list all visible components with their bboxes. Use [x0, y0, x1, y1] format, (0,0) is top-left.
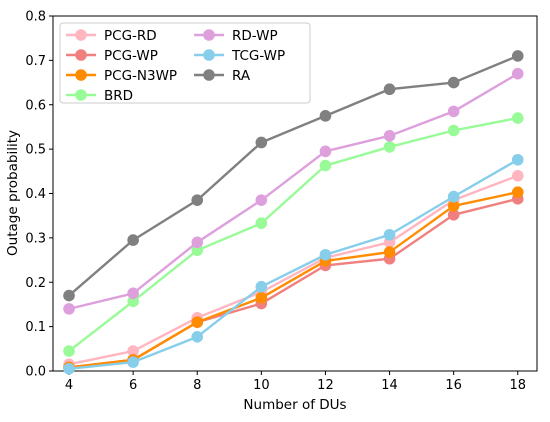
legend-swatch-marker — [75, 89, 87, 101]
legend-item-ra: RA — [194, 68, 251, 84]
data-point-tcg-wp — [447, 190, 460, 203]
y-axis-ticks: 0.0 0.1 0.2 0.3 0.4 0.5 0.6 0.7 0.8 — [25, 10, 53, 380]
legend-label: PCG-N3WP — [104, 68, 177, 84]
legend-label: BRD — [104, 88, 133, 104]
series-line-ra — [67, 54, 519, 297]
data-point-pcg-n3wp — [511, 186, 524, 198]
legend-item-pcg-wp: PCG-WP — [66, 48, 158, 64]
series-ra — [63, 50, 524, 302]
data-point-rd-wp — [383, 130, 396, 142]
series-line-brd — [67, 116, 519, 353]
data-point-ra — [383, 83, 396, 96]
series-pcg-n3wp — [63, 186, 524, 374]
x-axis-ticks: 4 6 8 10 12 14 16 18 — [65, 371, 526, 393]
y-tick-label: 0.6 — [25, 98, 46, 113]
data-point-ra — [191, 194, 204, 206]
y-tick-label: 0.8 — [25, 10, 46, 25]
data-point-tcg-wp — [63, 362, 75, 375]
data-point-rd-wp — [63, 303, 75, 315]
x-tick-label: 18 — [509, 378, 526, 393]
x-tick-label: 14 — [381, 378, 398, 393]
data-point-ra — [319, 110, 332, 122]
legend-label: RA — [232, 68, 251, 84]
data-point-tcg-wp — [319, 248, 332, 261]
x-tick-label: 16 — [445, 378, 462, 393]
y-tick-label: 0.0 — [25, 365, 46, 380]
y-tick-label: 0.3 — [25, 231, 46, 246]
data-point-ra — [63, 289, 75, 302]
series-tcg-wp — [63, 153, 524, 375]
data-point-brd — [63, 345, 75, 357]
x-tick-label: 12 — [317, 378, 334, 393]
data-point-tcg-wp — [255, 280, 268, 293]
data-point-ra — [255, 136, 268, 149]
y-axis-label: Outage probability — [5, 130, 21, 256]
legend-label: RD-WP — [232, 28, 278, 44]
x-tick-label: 4 — [65, 378, 73, 393]
legend-swatch-marker — [203, 29, 215, 41]
series-line-pcg-n3wp — [67, 190, 519, 369]
legend-item-tcg-wp: TCG-WP — [194, 48, 285, 64]
data-point-pcg-rd — [511, 169, 524, 182]
legend-label: PCG-WP — [104, 48, 158, 64]
series-layer — [63, 50, 524, 375]
legend-swatch-marker — [203, 69, 215, 81]
data-point-tcg-wp — [383, 228, 396, 241]
x-tick-label: 10 — [253, 378, 270, 393]
data-point-brd — [127, 295, 139, 308]
legend-label: PCG-RD — [104, 28, 157, 44]
legend: PCG-RD PCG-WP PCG-N3WP BRD RD-WP TCG-WP RA — [59, 22, 311, 104]
legend-label: TCG-WP — [231, 48, 285, 64]
data-point-brd — [319, 159, 332, 172]
data-point-brd — [447, 124, 460, 137]
data-point-ra — [127, 234, 139, 246]
y-tick-label: 0.7 — [25, 54, 46, 69]
series-brd — [63, 112, 524, 357]
series-line-rd-wp — [67, 72, 519, 311]
x-tick-label: 8 — [193, 378, 201, 393]
legend-item-pcg-rd: PCG-RD — [66, 28, 157, 44]
data-point-rd-wp — [127, 287, 139, 300]
data-point-tcg-wp — [191, 331, 204, 343]
legend-item-rd-wp: RD-WP — [194, 28, 278, 44]
data-point-rd-wp — [319, 145, 332, 158]
series-rd-wp — [63, 67, 524, 315]
series-line-pcg-rd — [67, 174, 519, 366]
legend-frame — [59, 22, 311, 104]
data-point-brd — [191, 244, 204, 257]
legend-swatch-marker — [75, 69, 87, 81]
series-line-tcg-wp — [67, 158, 519, 370]
data-point-rd-wp — [447, 105, 460, 118]
data-point-ra — [447, 76, 460, 89]
data-point-ra — [511, 50, 524, 62]
data-point-pcg-n3wp — [447, 200, 460, 212]
data-point-pcg-n3wp — [383, 246, 396, 258]
legend-swatch-marker — [203, 49, 215, 61]
data-point-rd-wp — [191, 236, 204, 249]
y-tick-label: 0.2 — [25, 276, 46, 291]
data-point-rd-wp — [511, 67, 524, 80]
data-point-pcg-n3wp — [191, 316, 204, 328]
legend-item-brd: BRD — [66, 88, 133, 104]
data-point-tcg-wp — [511, 153, 524, 166]
data-point-brd — [511, 112, 524, 124]
data-point-rd-wp — [255, 194, 268, 206]
data-point-pcg-rd — [127, 345, 139, 357]
data-point-brd — [255, 217, 268, 230]
legend-swatch-marker — [75, 29, 87, 41]
y-tick-label: 0.5 — [25, 143, 46, 158]
data-point-brd — [383, 141, 396, 153]
data-point-pcg-wp — [447, 209, 460, 221]
data-point-tcg-wp — [127, 356, 139, 368]
data-point-pcg-n3wp — [255, 291, 268, 304]
x-tick-label: 6 — [129, 378, 137, 393]
legend-swatch-marker — [75, 49, 87, 61]
x-axis-label: Number of DUs — [243, 397, 346, 413]
y-tick-label: 0.1 — [25, 320, 46, 335]
y-tick-label: 0.4 — [25, 187, 46, 202]
legend-item-pcg-n3wp: PCG-N3WP — [66, 68, 177, 84]
